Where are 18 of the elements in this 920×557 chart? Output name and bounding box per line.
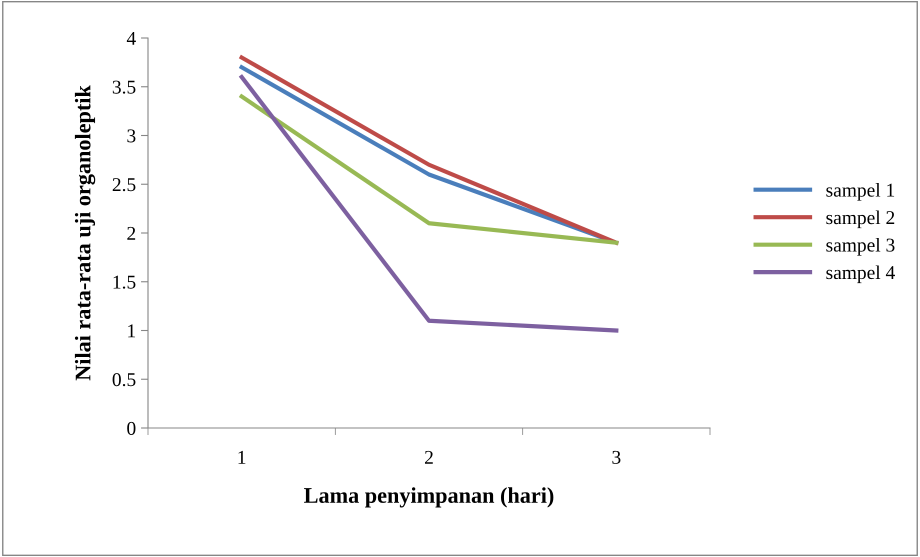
y-tick-label: 0 (127, 422, 136, 435)
y-tick-label: 1 (128, 324, 136, 338)
x-tick-label: 2 (424, 450, 433, 464)
y-axis-title: Nilai rata-rata uji organoleptik (74, 85, 96, 380)
y-tick-label: 2.5 (112, 178, 136, 192)
x-tick-label: 1 (238, 450, 246, 464)
legend-label: sampel 1 (826, 183, 894, 201)
y-tick-label: 0.5 (112, 373, 136, 386)
y-tick-label: 3.5 (112, 80, 136, 94)
x-tick-label: 3 (612, 450, 620, 464)
legend-label: sampel 4 (826, 265, 895, 284)
y-tick-label: 4 (126, 32, 136, 45)
y-tick-label: 2 (127, 226, 136, 240)
legend-label: sampel 2 (826, 210, 894, 228)
y-tick-label: 3 (127, 129, 136, 142)
x-axis-title: Lama penyimpanan (hari) (304, 487, 554, 508)
legend-label: sampel 3 (826, 238, 894, 256)
y-tick-label: 1.5 (114, 276, 136, 289)
